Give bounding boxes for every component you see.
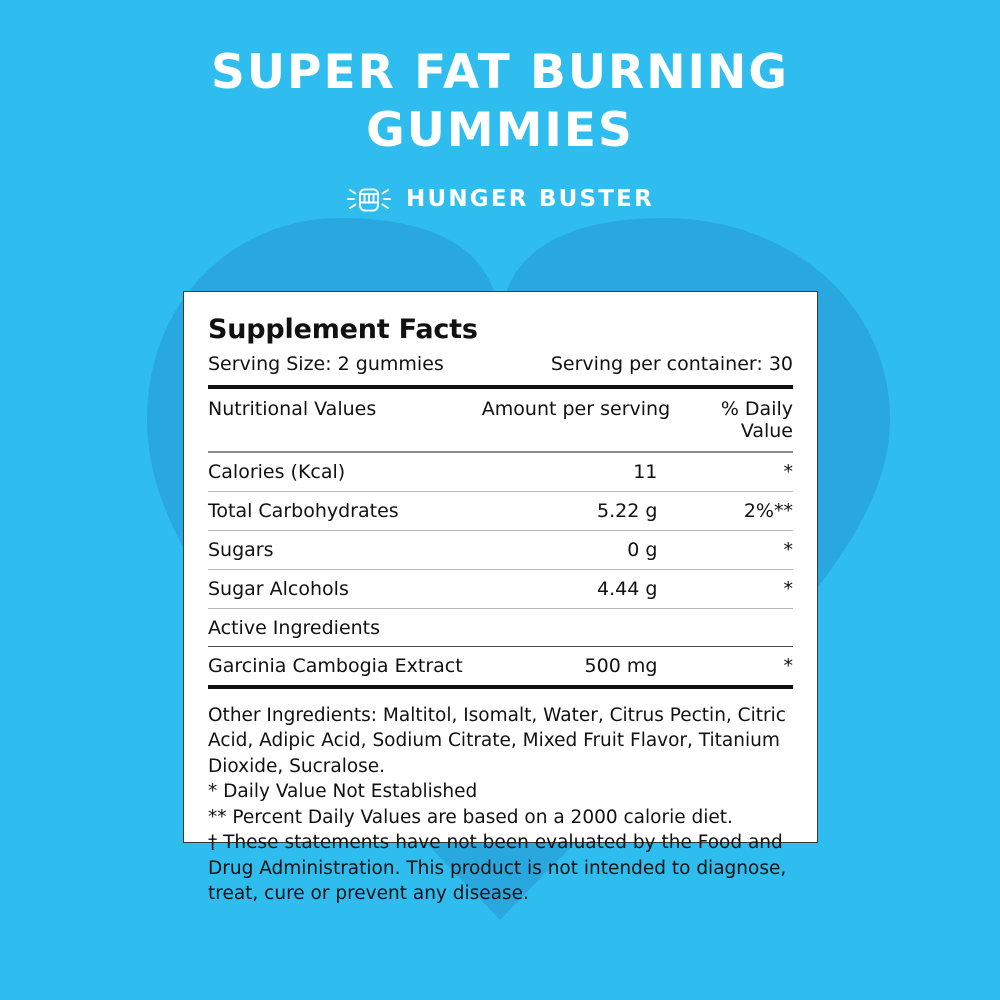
table-row: Sugars 0 g *	[208, 531, 793, 569]
footnote-daily-value-double-star: ** Percent Daily Values are based on a 2…	[208, 806, 733, 828]
row-amount-calories: 11	[633, 460, 658, 483]
brand-name: HUNGER BUSTER	[406, 185, 654, 212]
footnote-daily-value-single-star: * Daily Value Not Established	[208, 781, 478, 803]
section-label-active-ingredients: Active Ingredients	[208, 616, 381, 639]
table-header-row: Nutritional Values Amount per serving % …	[208, 389, 793, 451]
nutrition-rows-calories: Calories (Kcal) 11 *	[208, 453, 793, 491]
row-label-total-carbohydrates: Total Carbohydrates	[208, 499, 399, 522]
row-dv-garcinia-cambogia-extract: *	[783, 654, 794, 677]
row-amount-garcinia-cambogia-extract: 500 mg	[584, 654, 658, 677]
serving-info-row: Serving Size: 2 gummies Serving per cont…	[208, 353, 793, 385]
footnote-fda-disclaimer: † These statements have not been evaluat…	[208, 832, 787, 905]
nutrition-facts-table: Nutritional Values Amount per serving % …	[208, 389, 793, 451]
table-row: Garcinia Cambogia Extract 500 mg *	[208, 647, 793, 685]
supplement-facts-heading: Supplement Facts	[208, 314, 478, 345]
row-dv-sugar-alcohols: *	[783, 577, 794, 600]
row-label-sugar-alcohols: Sugar Alcohols	[208, 577, 349, 600]
nutrition-rows-sugar-alcohols: Sugar Alcohols 4.44 g *	[208, 570, 793, 608]
row-dv-calories: *	[783, 460, 794, 483]
footnotes-block: Other Ingredients: Maltitol, Isomalt, Wa…	[208, 703, 793, 907]
fist-bump-icon	[347, 188, 391, 212]
column-header-daily-value: % Daily Value	[720, 397, 793, 442]
servings-per-container: Serving per container: 30	[550, 353, 793, 376]
active-ingredients-section-header: Active Ingredients	[208, 609, 793, 646]
row-label-calories: Calories (Kcal)	[208, 460, 346, 483]
table-row: Calories (Kcal) 11 *	[208, 453, 793, 491]
nutrition-rows-carbs: Total Carbohydrates 5.22 g 2%**	[208, 492, 793, 530]
row-dv-total-carbohydrates: 2%**	[743, 499, 793, 522]
column-header-amount: Amount per serving	[481, 397, 671, 420]
row-amount-sugar-alcohols: 4.44 g	[597, 577, 658, 600]
active-ingredient-rows: Garcinia Cambogia Extract 500 mg *	[208, 647, 793, 685]
supplement-facts-card: Supplement Facts Serving Size: 2 gummies…	[183, 291, 818, 904]
page-header: SUPER FAT BURNING GUMMIES	[0, 44, 1000, 216]
table-row: Active Ingredients	[208, 609, 793, 646]
divider-thick-bottom	[208, 684, 793, 689]
column-header-name: Nutritional Values	[208, 397, 377, 420]
row-label-sugars: Sugars	[208, 538, 274, 561]
page-title: SUPER FAT BURNING GUMMIES	[211, 45, 789, 158]
brand-row: HUNGER BUSTER	[0, 182, 1000, 216]
row-dv-sugars: *	[783, 538, 794, 561]
nutrition-rows-sugars: Sugars 0 g *	[208, 531, 793, 569]
row-amount-total-carbohydrates: 5.22 g	[597, 499, 658, 522]
table-row: Sugar Alcohols 4.44 g *	[208, 570, 793, 608]
table-row: Total Carbohydrates 5.22 g 2%**	[208, 492, 793, 530]
row-amount-sugars: 0 g	[627, 538, 658, 561]
row-label-garcinia-cambogia-extract: Garcinia Cambogia Extract	[208, 654, 463, 677]
footnote-other-ingredients: Other Ingredients: Maltitol, Isomalt, Wa…	[208, 704, 786, 777]
serving-size: Serving Size: 2 gummies	[208, 353, 444, 376]
